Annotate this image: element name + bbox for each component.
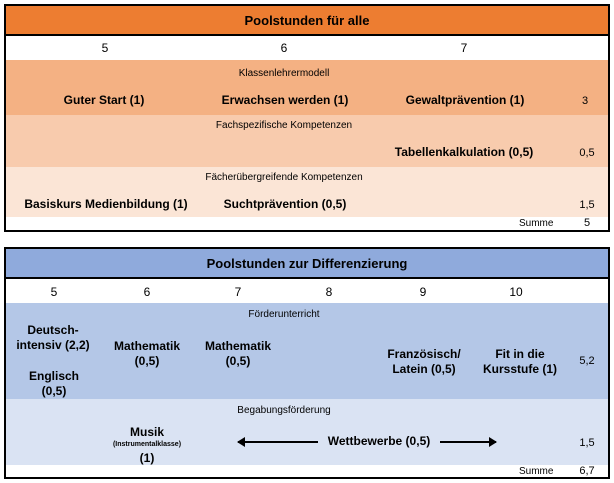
- section-label: Begabungsförderung: [237, 405, 331, 416]
- table-poolstunden-zur-differenzierung: Poolstunden zur Differenzierung 5 6 7 8 …: [4, 247, 610, 479]
- course-item: Tabellenkalkulation (0,5): [394, 145, 534, 159]
- course-item: Mathematik (0,5): [204, 339, 272, 368]
- grade-label: 7: [234, 285, 242, 299]
- course-item: Mathematik (0,5): [113, 339, 181, 368]
- section-total: 0,5: [579, 147, 595, 159]
- table1-grade-row: 5 6 7: [6, 36, 608, 60]
- course-item: Englisch (0,5): [28, 369, 79, 398]
- grade-label: 7: [460, 41, 468, 55]
- grade-label: 6: [143, 285, 151, 299]
- sum-label: Summe: [519, 218, 554, 229]
- course-item: Guter Start (1): [63, 93, 145, 107]
- grade-label: 5: [101, 41, 109, 55]
- section-label: Förderunterricht: [248, 309, 320, 320]
- arrow-left-icon: [237, 437, 318, 447]
- section-total: 5,2: [579, 355, 595, 367]
- sum-value: 6,7: [579, 465, 595, 477]
- section-klassenlehrermodell: Klassenlehrermodell Guter Start (1) Erwa…: [6, 60, 608, 115]
- course-item: Gewaltprävention (1): [405, 93, 525, 107]
- table1-title: Poolstunden für alle: [6, 6, 608, 36]
- table2-title: Poolstunden zur Differenzierung: [6, 249, 608, 279]
- table2-sum-row: Summe 6,7: [6, 465, 608, 477]
- sum-value: 5: [583, 217, 591, 229]
- course-item: Französisch/ Latein (0,5): [387, 347, 461, 376]
- section-total: 1,5: [579, 199, 595, 211]
- course-item: Erwachsen werden (1): [221, 93, 349, 107]
- section-fachspezifische-kompetenzen: Fachspezifische Kompetenzen Tabellenkalk…: [6, 115, 608, 167]
- course-item-musik-note: (Instrumentalklasse): [112, 441, 182, 448]
- course-item-musik-hours: (1): [139, 451, 155, 465]
- section-label: Fachspezifische Kompetenzen: [215, 120, 353, 131]
- table-poolstunden-fuer-alle: Poolstunden für alle 5 6 7 Klassenlehrer…: [4, 4, 610, 232]
- course-item-musik: Musik: [129, 425, 165, 439]
- arrow-right-icon: [440, 437, 497, 447]
- sum-label: Summe: [519, 466, 554, 477]
- section-label: Klassenlehrermodell: [238, 68, 330, 79]
- section-begabungsfoerderung: Begabungsförderung Musik (Instrumentalkl…: [6, 399, 608, 465]
- grade-label: 5: [50, 285, 58, 299]
- course-item: Suchtprävention (0,5): [223, 197, 347, 211]
- section-label: Fächerübergreifende Kompetenzen: [205, 172, 363, 183]
- course-item: Basiskurs Medienbildung (1): [24, 197, 188, 211]
- section-total: 1,5: [579, 437, 595, 449]
- table1-sum-row: Summe 5: [6, 217, 608, 230]
- course-item-wettbewerbe: Wettbewerbe (0,5): [327, 434, 431, 448]
- grade-label: 6: [280, 41, 288, 55]
- grade-label: 9: [419, 285, 427, 299]
- section-foerderunterricht: Förderunterricht Deutsch-intensiv (2,2) …: [6, 303, 608, 399]
- grade-label: 10: [509, 285, 523, 299]
- grade-label: 8: [325, 285, 333, 299]
- course-item: Fit in die Kursstufe (1): [482, 347, 557, 376]
- section-faecheruebergreifende-kompetenzen: Fächerübergreifende Kompetenzen Basiskur…: [6, 167, 608, 217]
- course-item: Deutsch-intensiv (2,2): [16, 323, 90, 352]
- table2-grade-row: 5 6 7 8 9 10: [6, 279, 608, 303]
- section-total: 3: [581, 95, 589, 107]
